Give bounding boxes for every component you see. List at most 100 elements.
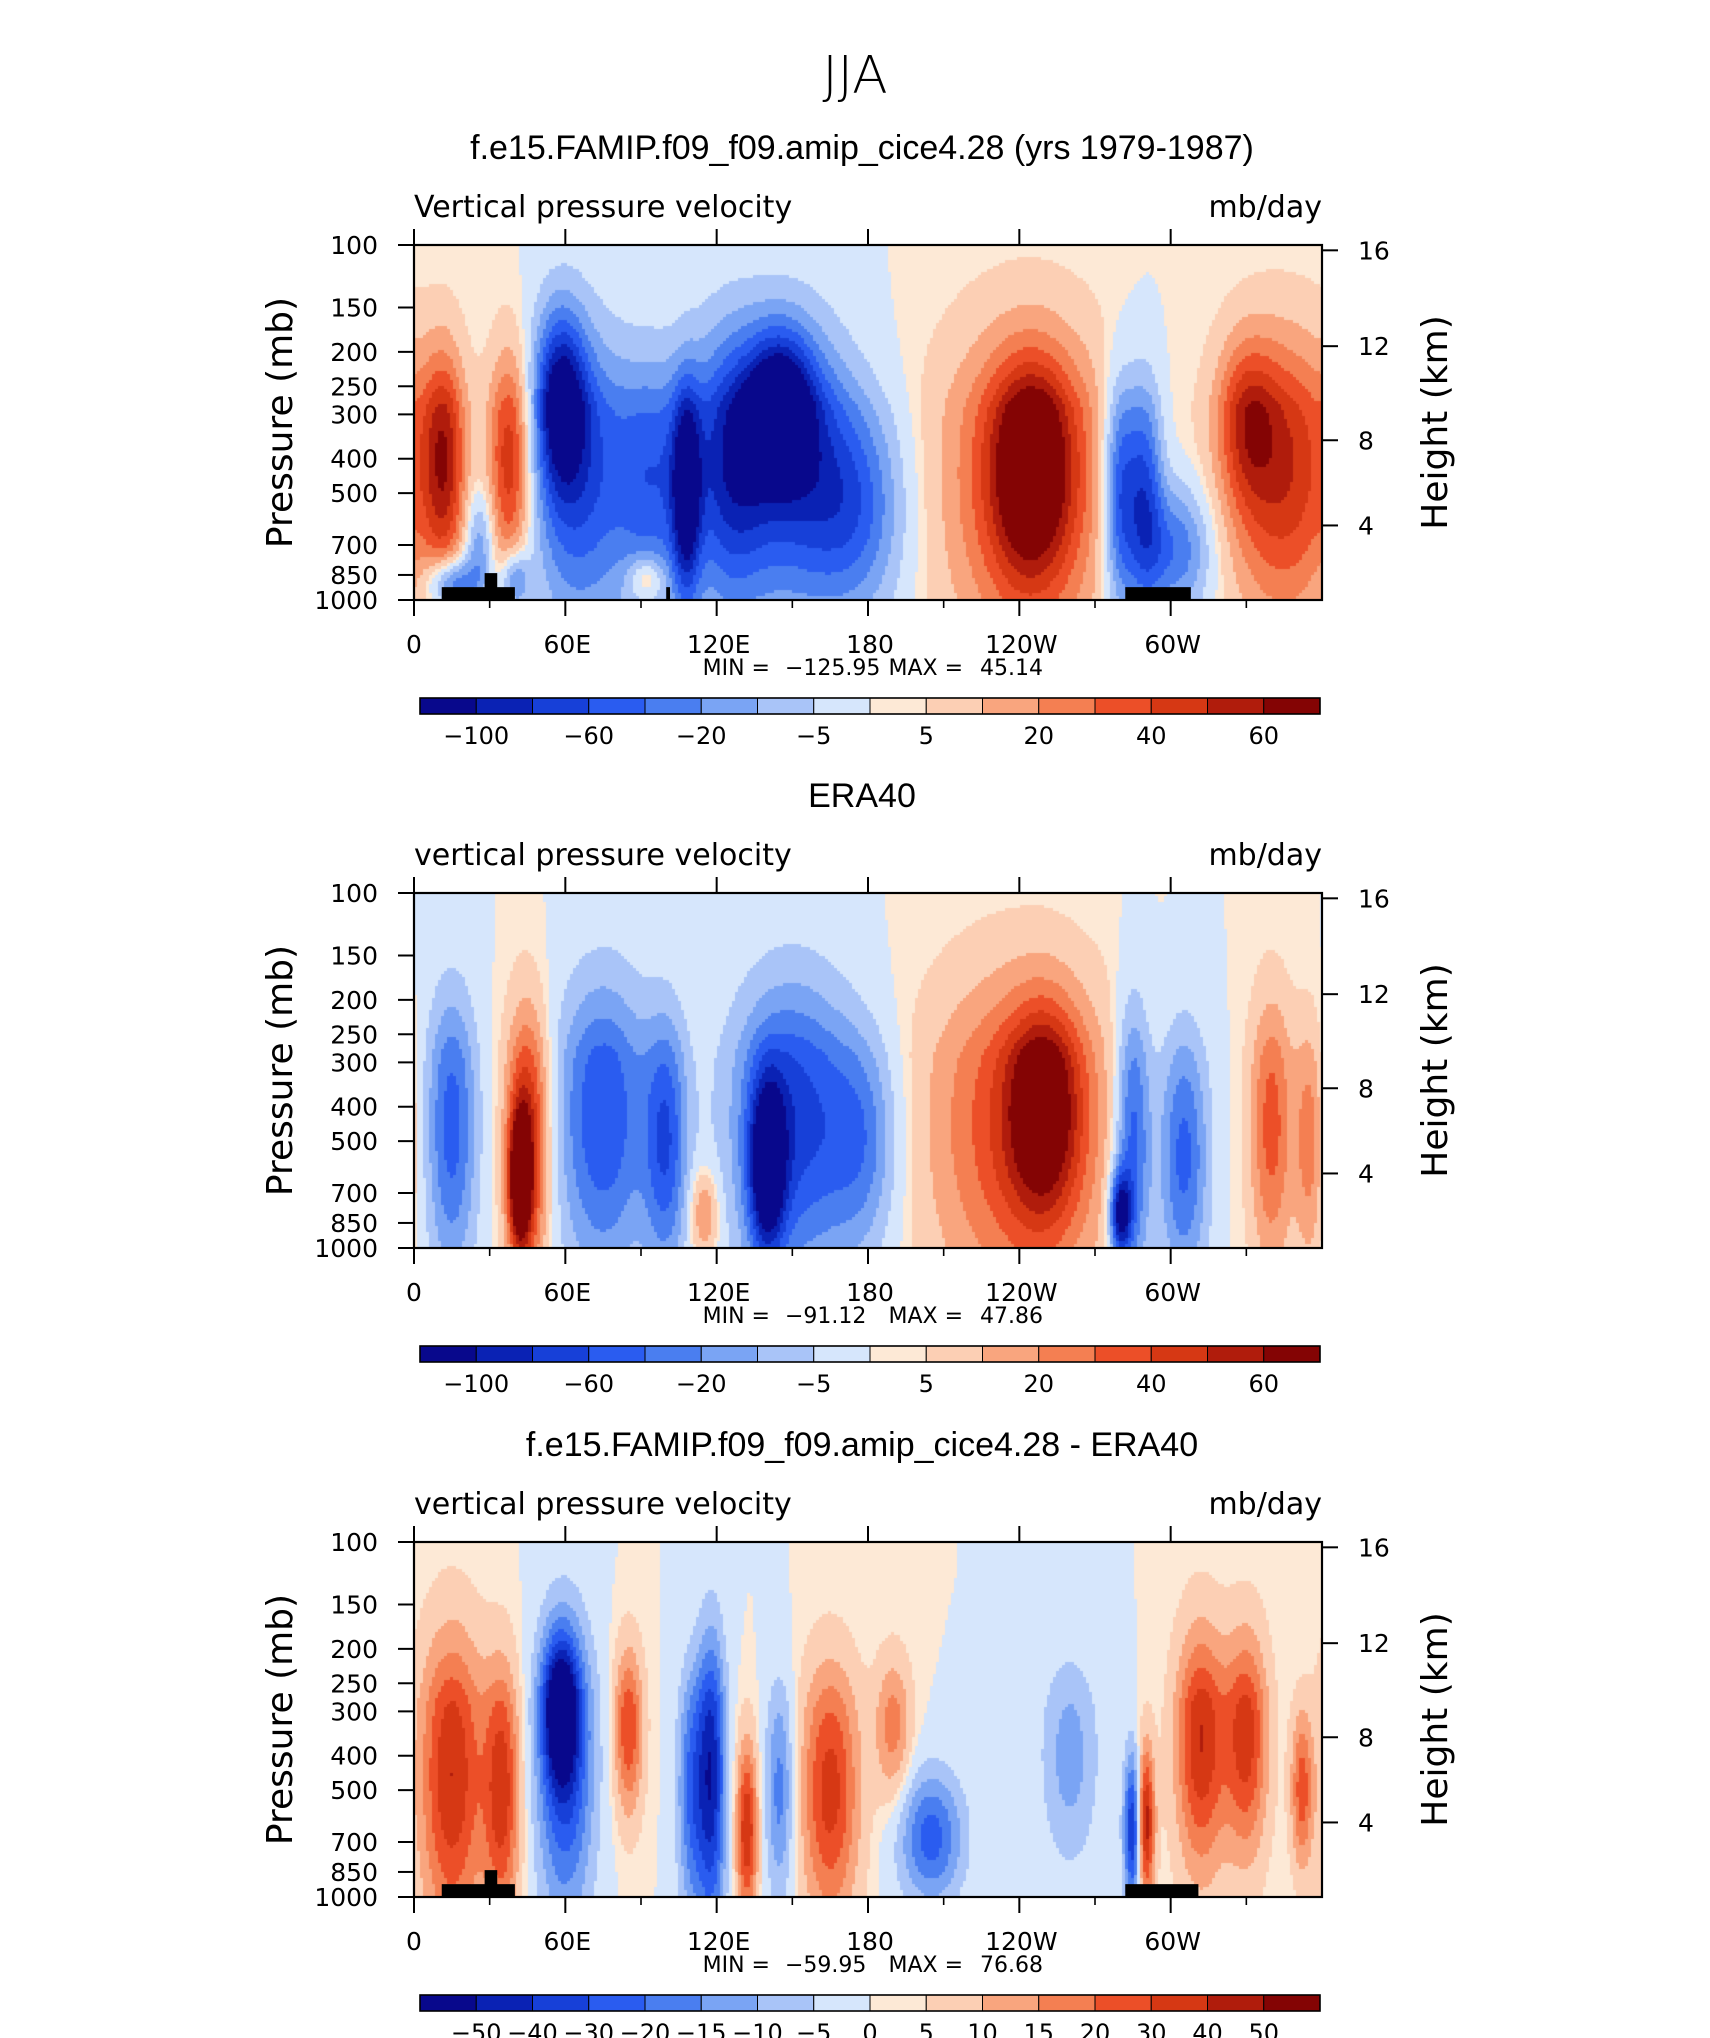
max-value: 45.14 (980, 656, 1043, 681)
min-label: MIN = (703, 1953, 770, 1978)
colorbar-swatch (588, 1994, 646, 2012)
y-right-axis-title: Height (km) (1415, 1612, 1456, 1826)
y-right-axis-title: Height (km) (1415, 315, 1456, 529)
topography-mask (1125, 587, 1191, 600)
x-tick-label: 120W (985, 630, 1057, 659)
units-label: mb/day (1208, 1487, 1322, 1522)
variable-label: vertical pressure velocity (414, 838, 792, 873)
min-value: −59.95 (785, 1953, 866, 1978)
y-tick-label: 400 (330, 445, 378, 474)
colorbar-swatch (475, 697, 533, 715)
y-tick-label: 300 (330, 400, 378, 429)
colorbar-swatch (1150, 1345, 1208, 1363)
colorbar-swatch (1150, 697, 1208, 715)
x-tick-label: 60E (544, 630, 592, 659)
y-tick-label: 700 (330, 531, 378, 560)
colorbar-label: 40 (1136, 722, 1167, 750)
colorbar-label: −5 (796, 1370, 831, 1398)
colorbar-swatch (644, 1994, 702, 2012)
colorbar-label: 0 (862, 2019, 877, 2038)
figure-title: JJA (822, 46, 887, 106)
y-tick-label: 850 (330, 1858, 378, 1887)
colorbar-swatch (1263, 1345, 1321, 1363)
max-value: 76.68 (980, 1953, 1043, 1978)
colorbar-swatch (1094, 697, 1152, 715)
colorbar-swatch (475, 1345, 533, 1363)
topography-mask (1125, 1884, 1199, 1897)
colorbar-swatch (532, 697, 590, 715)
colorbar-swatch (419, 1994, 477, 2012)
x-tick-label: 60W (1144, 630, 1201, 659)
colorbar-label: −30 (563, 2019, 614, 2038)
y-tick-label: 100 (330, 231, 378, 260)
colorbar-label: −100 (443, 1370, 509, 1398)
min-value: −91.12 (785, 1304, 866, 1329)
y-tick-label: 500 (330, 1127, 378, 1156)
colorbar-swatch (757, 1345, 815, 1363)
y-right-tick-label: 16 (1358, 884, 1390, 913)
colorbar-swatch (1038, 1994, 1096, 2012)
colorbar-swatch (869, 1345, 927, 1363)
panel-era40: ERA40 vertical pressure velocity mb/day 0 60… (260, 777, 1456, 1398)
colorbar-swatch (1150, 1994, 1208, 2012)
colorbar-swatch (982, 1345, 1040, 1363)
colorbar-label: 60 (1248, 1370, 1279, 1398)
colorbar-label: 60 (1248, 722, 1279, 750)
panel-title: f.e15.FAMIP.f09_f09.amip_cice4.28 (yrs 1… (470, 129, 1254, 167)
y-tick-label: 200 (330, 1635, 378, 1664)
colorbar-swatch (1207, 1994, 1265, 2012)
colorbar-swatch (419, 697, 477, 715)
colorbar-swatch (1094, 1994, 1152, 2012)
y-right-tick-label: 8 (1358, 426, 1374, 455)
min-label: MIN = (703, 1304, 770, 1329)
y-tick-label: 300 (330, 1048, 378, 1077)
panel-title: ERA40 (808, 777, 916, 815)
colorbar-swatch (532, 1994, 590, 2012)
colorbar: −50 −40 −30 −20 −15 −10 −5 0 5 10 15 20 30 40 50 (419, 1994, 1321, 2038)
x-tick-label: 60W (1144, 1278, 1201, 1307)
x-tick-label: 0 (406, 630, 422, 659)
colorbar-swatch (1038, 1345, 1096, 1363)
topography-mask (441, 587, 515, 600)
y-tick-label: 300 (330, 1697, 378, 1726)
colorbar-swatch (644, 1345, 702, 1363)
x-tick-label: 120E (687, 630, 751, 659)
x-tick-label: 0 (406, 1278, 422, 1307)
y-tick-label: 200 (330, 338, 378, 367)
y-tick-label: 400 (330, 1742, 378, 1771)
x-tick-label: 180 (846, 630, 894, 659)
y-tick-label: 250 (330, 1020, 378, 1049)
colorbar-label: −60 (563, 1370, 614, 1398)
contour-field (414, 1542, 1322, 1897)
colorbar-swatch (532, 1345, 590, 1363)
y-tick-label: 1000 (314, 586, 378, 615)
colorbar-swatch (475, 1994, 533, 2012)
min-value: −125.95 (785, 656, 880, 681)
y-axis-title: Pressure (mb) (260, 297, 301, 548)
colorbar-label: −20 (676, 1370, 727, 1398)
colorbar-label: 50 (1248, 2019, 1279, 2038)
colorbar-frame (419, 1345, 1321, 1363)
y-right-tick-label: 12 (1358, 1629, 1390, 1658)
colorbar-label: −40 (507, 2019, 558, 2038)
y-axis-title: Pressure (mb) (260, 1594, 301, 1845)
topography-mask (484, 1870, 498, 1897)
colorbar-label: 20 (1023, 722, 1054, 750)
colorbar-label: 15 (1023, 2019, 1054, 2038)
y-tick-label: 250 (330, 1669, 378, 1698)
x-tick-label: 120W (985, 1278, 1057, 1307)
colorbar-swatch (1207, 697, 1265, 715)
colorbar-label: −100 (443, 722, 509, 750)
max-label: MAX = (888, 1304, 963, 1329)
colorbar-label: 10 (967, 2019, 998, 2038)
y-tick-label: 400 (330, 1093, 378, 1122)
x-tick-label: 60E (544, 1278, 592, 1307)
y-tick-label: 150 (330, 1591, 378, 1620)
panel-model: f.e15.FAMIP.f09_f09.amip_cice4.28 (yrs 1… (260, 129, 1456, 750)
x-tick-label: 60W (1144, 1927, 1201, 1956)
y-tick-label: 250 (330, 372, 378, 401)
y-right-tick-label: 12 (1358, 332, 1390, 361)
colorbar-swatch (925, 697, 983, 715)
colorbar-swatch (700, 697, 758, 715)
